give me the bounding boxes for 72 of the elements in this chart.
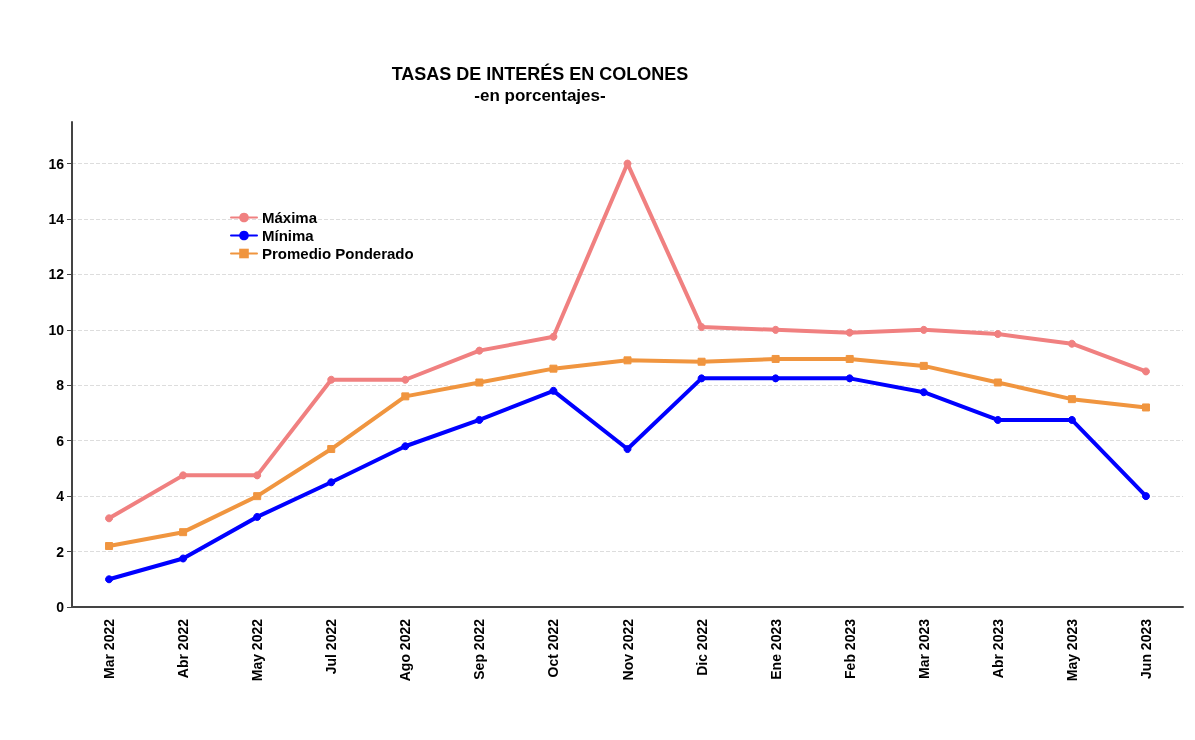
point [549,364,558,373]
point [993,378,1002,387]
y-tick-label: 2 [56,543,65,560]
x-tick-label: Sep 2022 [471,618,488,680]
point [845,354,854,363]
point [105,542,114,551]
y-tick-label: 0 [56,599,65,615]
point [179,471,188,480]
point [105,575,114,584]
point [993,330,1002,339]
point [401,392,410,401]
y-tick-label: 14 [48,211,65,227]
x-tick-label: Ago 2022 [397,618,414,682]
point [253,471,262,480]
point [327,478,336,487]
point [253,492,262,501]
x-tick-label: Dic 2022 [693,618,710,676]
x-tick-label: Jun 2023 [1137,618,1154,679]
x-tick-label: Mar 2023 [915,618,932,679]
chart-subtitle: -en porcentajes- [474,86,606,105]
y-tick-label: 12 [48,266,65,283]
point [105,514,114,523]
point [1067,339,1076,348]
point [253,512,262,521]
point [179,528,188,537]
point [845,328,854,337]
point [771,325,780,334]
y-tick-label: 4 [56,488,65,505]
point [327,445,336,454]
legend-label: Máxima [262,209,318,226]
point [919,388,928,397]
x-tick-label: May 2023 [1063,618,1080,682]
point [1141,403,1150,412]
point [771,374,780,383]
point [697,374,706,383]
point [1067,395,1076,404]
point [475,378,484,387]
legend-label: Mínima [262,227,315,244]
point [401,375,410,384]
point [475,415,484,424]
y-tick-label: 16 [48,155,65,172]
y-tick-label: 8 [56,377,65,394]
x-tick-label: Abr 2023 [989,618,1006,679]
x-tick-label: May 2022 [249,618,266,682]
point [327,375,336,384]
x-tick-label: Jul 2022 [323,618,340,675]
point [623,356,632,365]
x-tick-label: Feb 2023 [841,618,858,679]
x-tick-label: Oct 2022 [545,618,562,678]
y-tick-label: 6 [56,432,65,449]
point [919,361,928,370]
x-tick-label: Nov 2022 [619,618,636,681]
point [919,325,928,334]
point [845,374,854,383]
point [1141,367,1150,376]
y-tick-label: 10 [48,321,65,338]
point [549,332,558,341]
point [549,386,558,395]
point [697,357,706,366]
point [401,442,410,451]
point [179,554,188,563]
x-tick-label: Abr 2022 [175,618,192,679]
point [623,445,632,454]
legend-label: Promedio Ponderado [262,245,414,262]
point [697,323,706,332]
x-tick-label: Mar 2022 [101,618,118,679]
point [1141,492,1150,501]
chart-title: TASAS DE INTERÉS EN COLONES [391,63,689,84]
point [475,346,484,355]
point [993,415,1002,424]
x-tick-label: Ene 2023 [767,618,784,680]
point [771,354,780,363]
